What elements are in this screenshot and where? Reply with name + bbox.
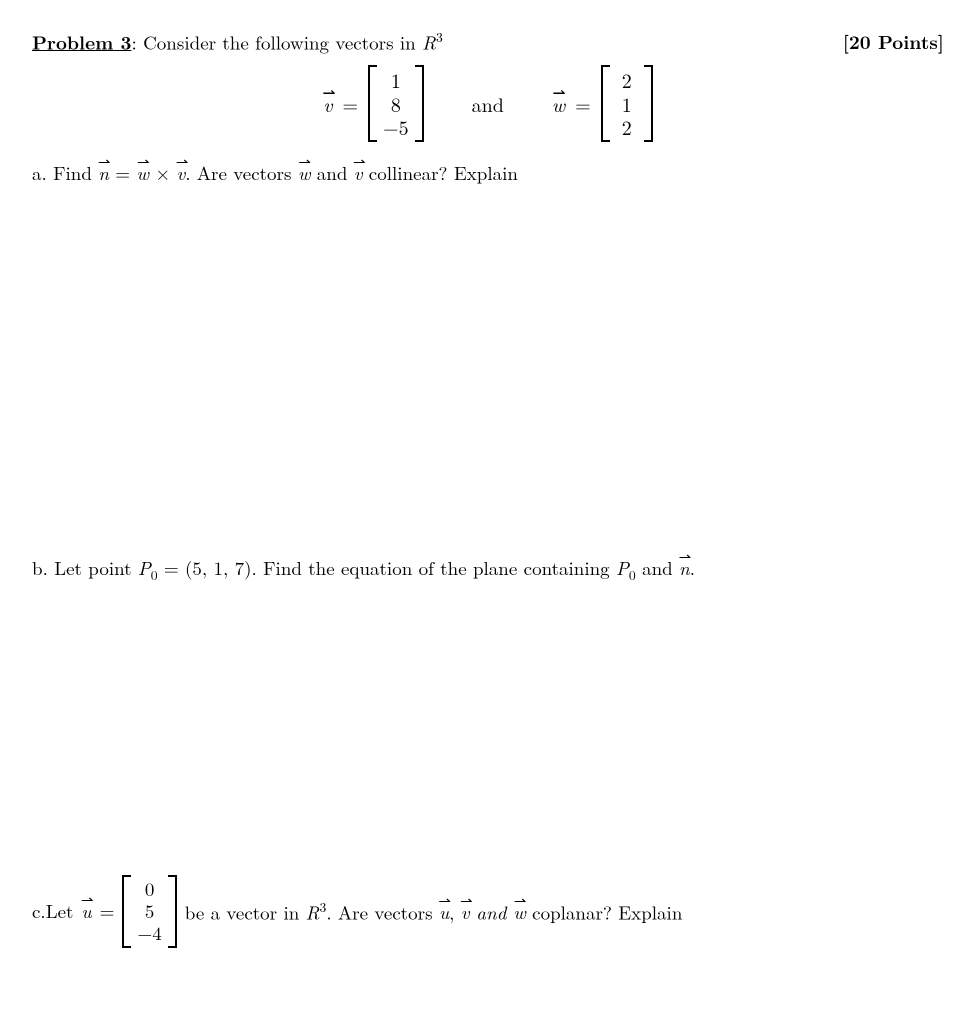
c-text1: Let (46, 898, 74, 924)
problem-label: Problem 3 (32, 27, 131, 55)
equals-sign: = (575, 90, 591, 117)
part-c-label: c. (32, 898, 46, 924)
c-eq: = (100, 898, 115, 924)
vector-n: ⇀n (679, 555, 690, 581)
vector-u: ⇀u (81, 898, 91, 924)
P0-P: P (138, 554, 151, 581)
vector-v: ⇀v (461, 899, 470, 925)
cross-symbol: × (149, 159, 176, 186)
vector-u: ⇀u (439, 899, 449, 925)
b-text3: . (690, 554, 695, 581)
c-text4: and (470, 898, 514, 925)
part-a: a. Find ⇀n = ⇀w × ⇀v. Are vectors ⇀w and… (32, 160, 944, 186)
a-text2: . Are vectors (185, 159, 298, 186)
c-comma: , (449, 898, 461, 925)
space-R: R (422, 28, 436, 55)
w-definition: ⇀w = 2 1 2 (552, 65, 653, 142)
equals-sign: = (342, 90, 358, 117)
P0-P-2: P (616, 554, 629, 581)
space-R-c: R (306, 898, 320, 925)
u-entry-2: −4 (137, 922, 161, 944)
c-text2: be a vector in (185, 898, 306, 925)
intro-text: : Consider the following vectors in (131, 28, 422, 55)
c-text5: coplanar? Explain (526, 898, 683, 925)
v-entry-2: −5 (383, 115, 409, 139)
vector-definitions: ⇀v = 1 8 −5 and ⇀w = 2 1 2 (32, 65, 944, 142)
a-text3: and (310, 159, 353, 186)
part-b-label: b. (32, 554, 54, 581)
c-inline: Let ⇀u = 0 5 −4 be a vector in R3. Are v… (46, 875, 683, 948)
P0-sub: 0 (151, 565, 158, 584)
P0-sub-2: 0 (629, 565, 636, 584)
vector-v: ⇀v (354, 160, 363, 186)
points-label: [20 Points] (843, 29, 944, 55)
w-column-vector: 2 1 2 (601, 65, 653, 142)
part-c: c. Let ⇀u = 0 5 −4 be a vector in R3. Ar… (32, 875, 944, 948)
v-column-vector: 1 8 −5 (368, 65, 424, 142)
part-a-label: a. (32, 159, 53, 186)
b-eq: = (5, 1, 7). Find the equation of the pl… (158, 554, 616, 581)
vector-w: ⇀w (513, 899, 526, 925)
a-text4: collinear? Explain (362, 159, 518, 186)
and-text: and (472, 90, 504, 117)
problem-title: Problem 3: Consider the following vector… (32, 28, 443, 55)
u-column-vector: 0 5 −4 (122, 875, 176, 948)
v-definition: ⇀v = 1 8 −5 (323, 65, 423, 142)
vector-n: ⇀n (98, 160, 109, 186)
vector-w: ⇀w (552, 90, 565, 117)
b-text1: Let point (54, 554, 138, 581)
vector-w: ⇀w (298, 160, 311, 186)
space-exp: 3 (436, 27, 443, 46)
problem-header: Problem 3: Consider the following vector… (32, 28, 944, 55)
a-eq: = (109, 159, 136, 186)
vector-w: ⇀w (136, 160, 149, 186)
vector-v: ⇀v (323, 90, 332, 117)
c-text3: . Are vectors (326, 898, 439, 925)
part-b: b. Let point P0 = (5, 1, 7). Find the eq… (32, 555, 944, 584)
b-text2: and (636, 554, 679, 581)
a-text1: Find (53, 159, 98, 186)
vector-v: ⇀v (176, 160, 185, 186)
w-entry-2: 2 (616, 115, 638, 139)
